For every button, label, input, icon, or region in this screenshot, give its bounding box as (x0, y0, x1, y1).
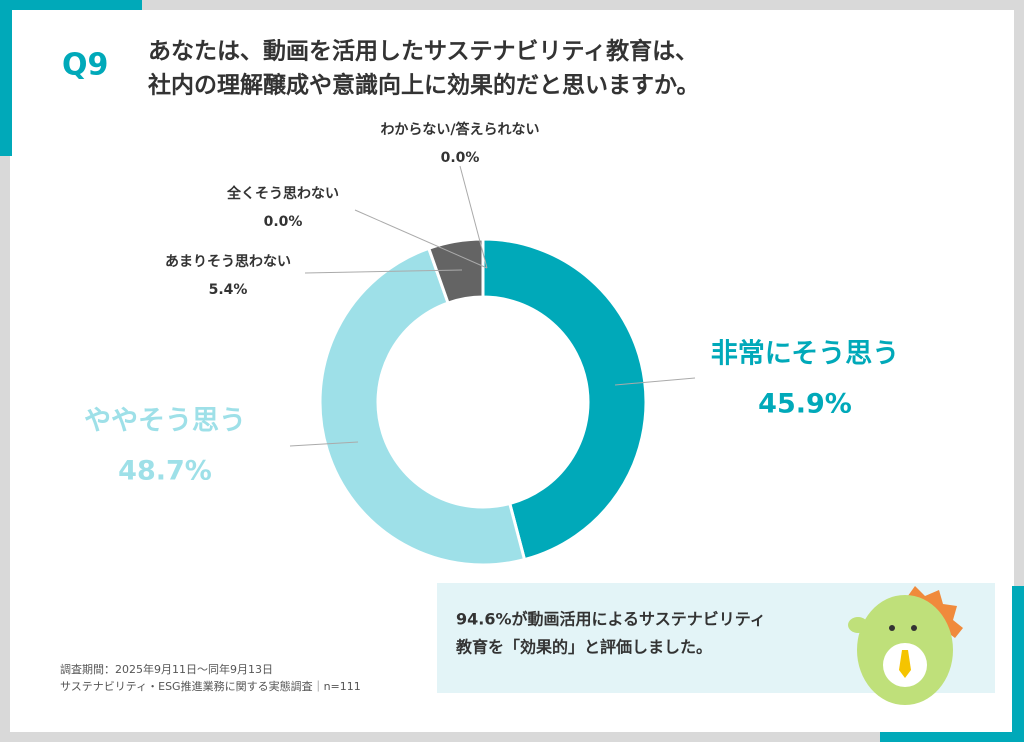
value-label: 45.9% (758, 389, 852, 420)
category-label: ややそう思う (84, 406, 246, 437)
leader-line (459, 165, 488, 269)
note: 94.6%が動画活用によるサステナビリティ (456, 610, 766, 629)
value-label: 48.7% (118, 456, 212, 487)
leader-line (354, 209, 488, 269)
accent (0, 0, 142, 10)
leader-line (289, 441, 359, 447)
chart-title: 社内の理解醸成や意識向上に効果的だと思いますか。 (148, 72, 700, 99)
accent (880, 732, 1024, 742)
chart-title: あなたは、動画を活用したサステナビリティ教育は、 (148, 38, 698, 65)
question-number: Q9 (62, 48, 108, 83)
value-label: 5.4% (209, 282, 248, 298)
footnote: サステナビリティ・ESG推進業務に関する実態調査｜n=111 (60, 679, 361, 693)
category-label: あまりそう思わない (165, 254, 291, 270)
mascot (848, 586, 963, 705)
note: 教育を「効果的」と評価しました。 (456, 638, 712, 657)
slice (318, 246, 527, 567)
category-label: わからない/答えられない (380, 121, 539, 138)
value-label: 0.0% (441, 150, 480, 166)
category-label: 全くそう思わない (226, 185, 339, 202)
leader-line (614, 377, 696, 386)
category-label: 非常にそう思う (711, 339, 899, 370)
value-label: 0.0% (264, 214, 303, 230)
accent (0, 0, 12, 156)
footnote: 調査期間：2025年9月11日～同年9月13日 (60, 662, 273, 676)
slice (481, 237, 648, 562)
leader-line (304, 269, 463, 274)
accent (1012, 586, 1024, 742)
